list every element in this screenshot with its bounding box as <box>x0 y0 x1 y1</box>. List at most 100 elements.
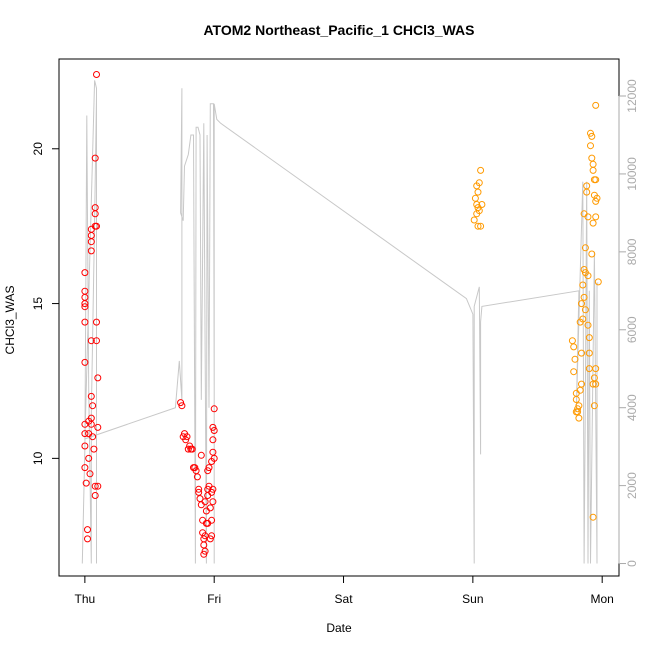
data-point <box>588 250 596 258</box>
data-point <box>87 337 95 345</box>
x-tick-label: Fri <box>207 592 221 606</box>
data-point <box>475 207 483 215</box>
data-point <box>579 281 587 289</box>
data-point <box>206 504 214 512</box>
data-point <box>81 464 89 472</box>
data-point <box>593 194 601 202</box>
y-left-tick-label: 15 <box>31 297 45 311</box>
data-point <box>209 485 217 493</box>
data-point <box>209 423 217 431</box>
data-point <box>81 303 89 311</box>
y-right-tick-label: 4000 <box>625 394 639 421</box>
x-tick-label: Thu <box>75 592 96 606</box>
data-point <box>93 222 100 230</box>
data-point <box>473 182 481 190</box>
y-right-tick-label: 0 <box>625 560 639 567</box>
data-point <box>575 414 583 422</box>
data-point <box>93 71 100 78</box>
data-point <box>474 188 482 196</box>
plot-frame <box>58 58 620 577</box>
data-point <box>208 488 216 496</box>
data-point <box>589 166 597 174</box>
data-point <box>588 132 596 140</box>
x-tick-label: Sat <box>335 592 354 606</box>
data-point <box>477 166 485 174</box>
data-point <box>587 129 594 137</box>
data-point <box>589 513 597 521</box>
y-left-tick-label: 10 <box>31 451 45 465</box>
data-point <box>578 349 585 357</box>
data-point <box>184 445 192 453</box>
data-point <box>589 160 597 168</box>
data-point <box>81 300 89 308</box>
data-point <box>87 247 95 255</box>
y-right-tick-label: 2000 <box>625 472 639 499</box>
data-point <box>478 201 486 208</box>
y-right-tick-label: 6000 <box>625 316 639 343</box>
data-point <box>94 374 102 382</box>
data-point <box>84 535 91 543</box>
data-point <box>473 201 481 208</box>
data-point <box>94 423 102 431</box>
y-axis-label: CHCl3_WAS <box>3 286 17 355</box>
data-point <box>584 272 592 280</box>
data-point <box>91 154 99 162</box>
data-point <box>210 427 218 434</box>
data-point <box>91 204 99 212</box>
data-point <box>580 293 588 301</box>
y-right-tick-label: 12000 <box>625 79 639 113</box>
y-right-tick-label: 8000 <box>625 238 639 265</box>
data-point <box>85 430 93 438</box>
data-point <box>86 470 94 478</box>
data-point <box>568 337 576 345</box>
data-point <box>204 519 212 527</box>
x-tick-label: Mon <box>591 592 614 606</box>
data-point <box>592 365 600 373</box>
y-right-tick-label: 10000 <box>625 157 639 191</box>
data-point <box>594 278 602 286</box>
data-point <box>592 213 600 221</box>
data-point <box>87 392 95 400</box>
data-point <box>470 216 478 224</box>
data-point <box>585 349 593 357</box>
data-point <box>587 142 594 150</box>
data-point <box>592 101 600 109</box>
data-point <box>590 402 598 410</box>
data-point <box>89 433 97 441</box>
data-point <box>197 451 205 459</box>
data-point <box>91 482 99 490</box>
y-axis-left: 10 15 20 <box>31 142 60 465</box>
x-tick-label: Sun <box>462 592 483 606</box>
data-point <box>210 405 218 413</box>
data-point <box>81 287 89 295</box>
data-point <box>592 380 600 388</box>
data-point <box>87 420 95 428</box>
data-point <box>193 473 201 481</box>
data-point <box>200 550 208 558</box>
data-point <box>195 485 203 493</box>
data-point <box>471 194 479 202</box>
data-point <box>201 498 209 506</box>
data-point <box>183 433 191 441</box>
data-point <box>205 464 213 472</box>
y-axis-right: 0 2000 4000 6000 8000 10000 12000 <box>618 79 639 567</box>
data-point <box>578 380 585 388</box>
data-point <box>93 318 100 326</box>
data-point <box>182 436 190 444</box>
data-point <box>204 467 212 475</box>
x-axis: Thu Fri Sat Sun Mon <box>75 575 614 606</box>
data-point <box>178 402 186 410</box>
data-point <box>474 222 482 230</box>
data-point <box>91 492 99 499</box>
data-point <box>588 154 596 162</box>
data-point <box>89 402 97 410</box>
data-point <box>592 197 600 205</box>
data-point <box>177 399 185 407</box>
data-point <box>188 445 196 453</box>
data-point <box>197 501 205 509</box>
data-point <box>574 405 582 413</box>
data-point <box>81 442 89 450</box>
data-point <box>206 535 214 543</box>
data-point <box>191 464 199 472</box>
